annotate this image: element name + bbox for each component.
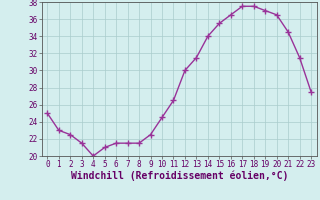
- X-axis label: Windchill (Refroidissement éolien,°C): Windchill (Refroidissement éolien,°C): [70, 171, 288, 181]
